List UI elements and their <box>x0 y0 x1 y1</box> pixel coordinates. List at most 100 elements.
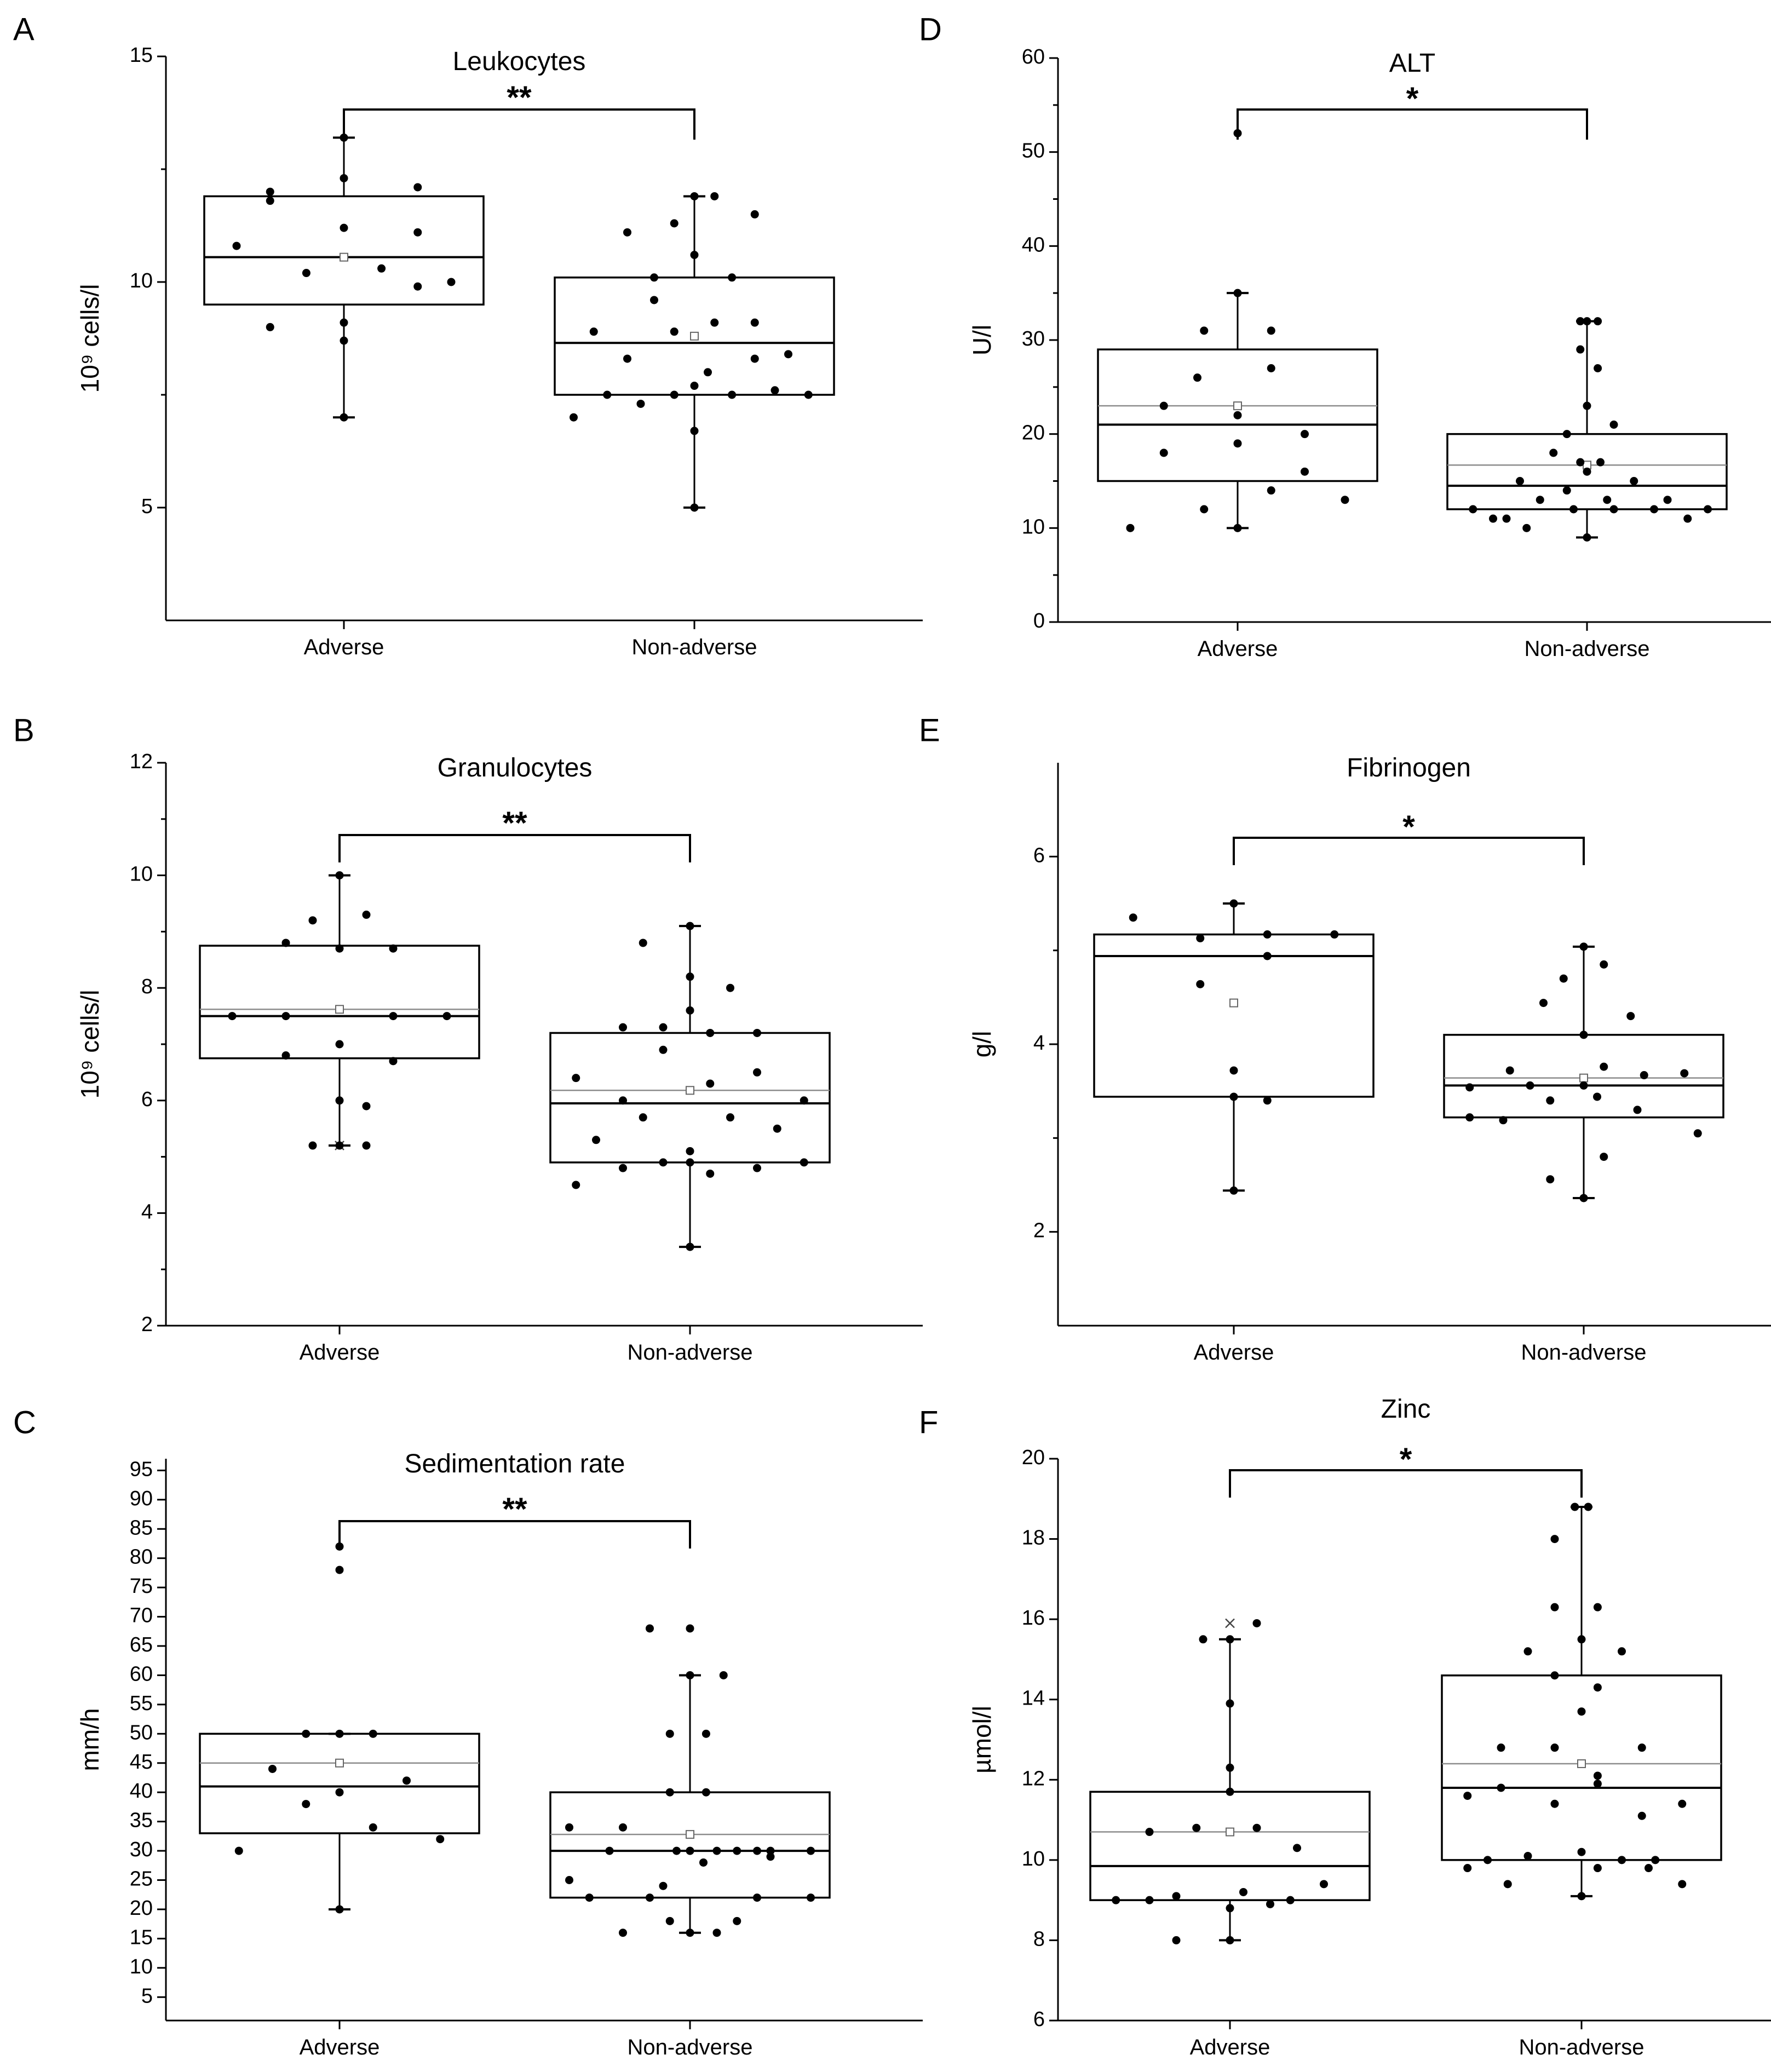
box-adverse <box>199 1542 480 1914</box>
data-point <box>1129 913 1137 922</box>
data-point <box>1593 1780 1602 1788</box>
y-tick-label: 70 <box>130 1604 153 1627</box>
y-tick-label: 55 <box>130 1692 153 1715</box>
data-point <box>1489 514 1497 523</box>
data-point <box>636 399 645 408</box>
data-point <box>750 210 759 218</box>
y-tick-label: 30 <box>1022 327 1045 350</box>
mean-marker <box>1233 401 1242 411</box>
box-adverse <box>1089 1618 1371 1944</box>
data-point <box>1678 1880 1687 1889</box>
y-tick-label: 12 <box>130 750 153 773</box>
panel-label: B <box>13 712 34 748</box>
data-point <box>281 1051 290 1060</box>
x-category-label: Non-adverse <box>627 1340 752 1365</box>
y-tick-label: 0 <box>1033 609 1045 632</box>
data-point <box>592 1136 600 1144</box>
y-tick-label: 15 <box>130 44 153 67</box>
data-point <box>335 1141 344 1150</box>
data-point <box>1159 448 1168 457</box>
data-point <box>1618 1856 1626 1864</box>
data-point <box>1505 1066 1514 1075</box>
data-point <box>659 1023 668 1032</box>
y-tick-label: 10 <box>1022 1847 1045 1870</box>
data-point <box>690 251 699 260</box>
data-point <box>1469 505 1477 514</box>
y-tick-label: 60 <box>1022 45 1045 68</box>
box-adverse <box>1093 899 1375 1195</box>
data-point <box>1593 1864 1602 1873</box>
data-point <box>726 1113 734 1122</box>
x-category-label: Adverse <box>1190 2035 1270 2059</box>
data-point <box>699 1858 708 1867</box>
data-point <box>710 192 719 200</box>
data-point <box>369 1823 377 1832</box>
data-point <box>804 390 813 399</box>
significance-bracket <box>1237 108 1588 140</box>
data-point <box>362 911 371 919</box>
data-point <box>686 1242 694 1251</box>
data-point <box>1226 1763 1234 1772</box>
data-point <box>686 1671 694 1679</box>
data-point <box>1196 934 1205 942</box>
data-point <box>1523 1852 1532 1861</box>
data-point <box>800 1158 808 1167</box>
y-tick-label: 20 <box>130 1897 153 1920</box>
data-point <box>1226 1904 1234 1913</box>
data-point <box>639 1113 647 1122</box>
data-point <box>1640 1071 1648 1080</box>
y-axis-label: mm/h <box>76 1708 104 1771</box>
data-point <box>766 1852 775 1861</box>
data-point <box>266 323 274 331</box>
y-tick-label: 10 <box>1022 515 1045 538</box>
chart-title: Granulocytes <box>438 753 593 782</box>
data-point <box>572 1074 580 1083</box>
data-point <box>623 228 631 237</box>
x-category-label: Non-adverse <box>1519 2035 1644 2059</box>
mean-marker <box>335 1758 344 1768</box>
data-point <box>1463 1792 1472 1800</box>
y-tick-label: 20 <box>1022 422 1045 445</box>
panel-d: D 0 10 20 30 40 50 60 U/l ALT Adverse Non-adverse * <box>919 11 1771 661</box>
data-point <box>1341 496 1349 504</box>
data-point <box>690 503 699 512</box>
y-tick-label: 60 <box>130 1662 153 1685</box>
data-point <box>646 1624 654 1633</box>
data-point <box>1593 1683 1602 1692</box>
data-point <box>706 1028 715 1037</box>
data-point <box>800 1096 808 1105</box>
data-point <box>1579 942 1588 951</box>
iqr-box <box>554 277 835 396</box>
data-point <box>1600 1153 1608 1161</box>
data-point <box>1562 486 1571 495</box>
y-tick-label: 10 <box>130 863 153 886</box>
data-point <box>1651 1856 1660 1864</box>
data-point <box>1516 477 1524 485</box>
data-point <box>1523 1647 1532 1656</box>
data-point <box>619 1164 627 1172</box>
data-point <box>1145 1896 1154 1904</box>
data-point <box>702 1729 710 1738</box>
data-point <box>340 318 348 327</box>
y-tick-label: 20 <box>1022 1446 1045 1469</box>
iqr-box <box>549 1032 831 1164</box>
data-point <box>712 1846 721 1855</box>
data-point <box>1193 373 1201 382</box>
mean-marker <box>1229 998 1238 1008</box>
data-point <box>232 241 241 250</box>
significance-marker: ** <box>502 805 527 841</box>
y-tick-label: 75 <box>130 1575 153 1598</box>
data-point <box>572 1181 580 1189</box>
x-category-label: Adverse <box>304 635 384 659</box>
y-tick-label: 95 <box>130 1458 153 1481</box>
mean-marker <box>690 331 699 341</box>
data-point <box>1645 1864 1653 1873</box>
data-point <box>1539 999 1548 1008</box>
y-tick-label: 40 <box>130 1780 153 1803</box>
data-point <box>335 1788 344 1797</box>
mean-marker <box>686 1830 694 1839</box>
data-point <box>436 1835 445 1844</box>
y-tick-label: 10 <box>130 1955 153 1978</box>
data-point <box>1583 533 1591 542</box>
